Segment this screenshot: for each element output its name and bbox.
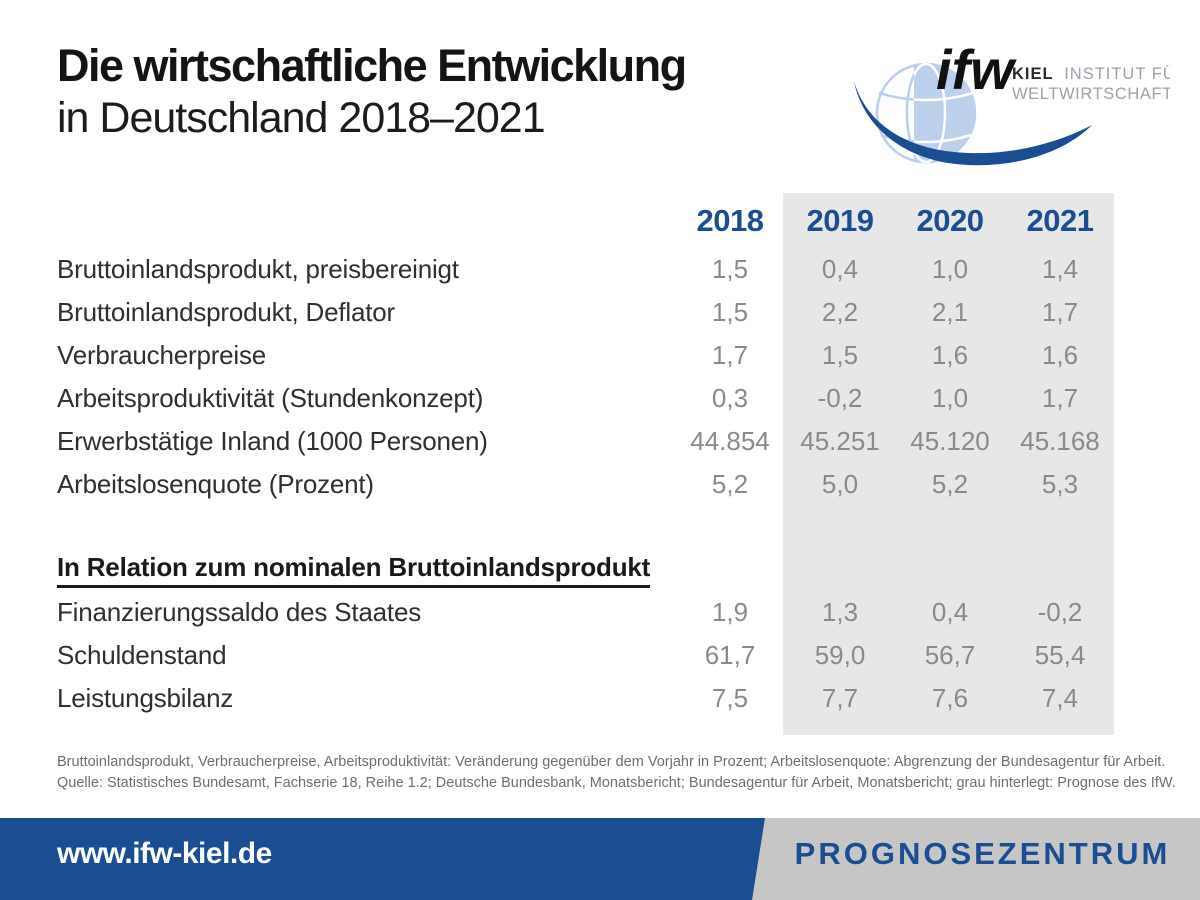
- column-header-2021: 2021: [1026, 202, 1094, 238]
- footer-bar: www.ifw-kiel.de PROGNOSEZENTRUM: [0, 818, 1200, 900]
- table-row: Verbraucherpreise 1,7 1,5 1,6 1,6: [0, 334, 1200, 377]
- cell-value: 1,0: [931, 254, 969, 284]
- cell-value: 1,6: [1041, 340, 1079, 370]
- cell-value: 55,4: [1034, 640, 1086, 670]
- column-header-2019: 2019: [806, 202, 874, 238]
- cell-value: 1,7: [1041, 383, 1079, 413]
- table-row: Schuldenstand 61,7 59,0 56,7 55,4: [0, 634, 1200, 677]
- cell-value: -0,2: [1037, 597, 1083, 627]
- ifw-kiel-logo: ifw KIEL INSTITUT FÜR WELTWIRTSCHAFT: [854, 38, 1170, 166]
- column-header-2020: 2020: [916, 202, 984, 238]
- section-header-row: In Relation zum nominalen Bruttoinlandsp…: [0, 548, 1200, 591]
- row-label: Leistungsbilanz: [57, 683, 234, 713]
- cell-value: 5,2: [931, 469, 969, 499]
- swoosh-icon: [854, 81, 1092, 166]
- cell-value: 7,7: [821, 683, 859, 713]
- forecast-highlight-band: [783, 193, 1114, 735]
- cell-value: 1,7: [1041, 297, 1079, 327]
- footer-gray-panel: [752, 818, 1200, 900]
- logo-wordmark: ifw: [936, 38, 1017, 101]
- cell-value: 7,5: [711, 683, 749, 713]
- cell-value: 2,2: [821, 297, 859, 327]
- table-header-row: 2018 2019 2020 2021: [0, 193, 1200, 248]
- row-label: Erwerbstätige Inland (1000 Personen): [57, 426, 488, 456]
- cell-value: 45.120: [910, 426, 990, 456]
- row-label: Verbraucherpreise: [57, 340, 267, 370]
- cell-value: 5,2: [711, 469, 749, 499]
- cell-value: 1,7: [711, 340, 749, 370]
- footnote-line2: Quelle: Statistisches Bundesamt, Fachser…: [57, 774, 1176, 791]
- cell-value: 45.168: [1020, 426, 1100, 456]
- cell-value: 1,5: [711, 254, 749, 284]
- cell-value: 1,0: [931, 383, 969, 413]
- table-row: Arbeitslosenquote (Prozent) 5,2 5,0 5,2 …: [0, 463, 1200, 506]
- cell-value: 1,5: [821, 340, 859, 370]
- footnotes: Bruttoinlandsprodukt, Verbraucherpreise,…: [57, 752, 1200, 793]
- data-table: 2018 2019 2020 2021 Bruttoinlandsprodukt…: [0, 193, 1200, 720]
- row-label: Arbeitsproduktivität (Stundenkonzept): [57, 383, 484, 413]
- cell-value: 44.854: [690, 426, 770, 456]
- row-label: Finanzierungssaldo des Staates: [57, 597, 422, 627]
- cell-value: 45.251: [800, 426, 880, 456]
- footer-unit-label: PROGNOSEZENTRUM: [794, 836, 1171, 871]
- cell-value: 0,4: [821, 254, 859, 284]
- row-label: Schuldenstand: [57, 640, 227, 670]
- footnote-line1: Bruttoinlandsprodukt, Verbraucherpreise,…: [57, 754, 1166, 770]
- logo-name-rest: INSTITUT FÜR: [1064, 65, 1170, 83]
- cell-value: 5,3: [1041, 469, 1079, 499]
- cell-value: 7,6: [931, 683, 969, 713]
- cell-value: 61,7: [704, 640, 756, 670]
- column-header-2018: 2018: [696, 202, 764, 238]
- cell-value: -0,2: [817, 383, 863, 413]
- cell-value: 1,9: [711, 597, 749, 627]
- section-gap: [0, 506, 1200, 548]
- row-label: Arbeitslosenquote (Prozent): [57, 469, 374, 499]
- table-row: Leistungsbilanz 7,5 7,7 7,6 7,4: [0, 677, 1200, 720]
- table-row: Arbeitsproduktivität (Stundenkonzept) 0,…: [0, 377, 1200, 420]
- table-row: Bruttoinlandsprodukt, preisbereinigt 1,5…: [0, 248, 1200, 291]
- table-row: Erwerbstätige Inland (1000 Personen) 44.…: [0, 420, 1200, 463]
- cell-value: 0,3: [711, 383, 749, 413]
- logo-name-line2: WELTWIRTSCHAFT: [1012, 85, 1170, 103]
- cell-value: 2,1: [931, 297, 969, 327]
- website-link[interactable]: www.ifw-kiel.de: [57, 837, 272, 870]
- cell-value: 7,4: [1041, 683, 1079, 713]
- row-label: Bruttoinlandsprodukt, preisbereinigt: [57, 254, 459, 284]
- cell-value: 1,5: [711, 297, 749, 327]
- cell-value: 56,7: [924, 640, 976, 670]
- cell-value: 5,0: [821, 469, 859, 499]
- globe-icon: [854, 62, 1092, 166]
- svg-text:KIEL INSTITUT FÜR: KIEL INSTITUT FÜR: [1012, 65, 1170, 83]
- cell-value: 1,4: [1041, 254, 1079, 284]
- cell-value: 1,6: [931, 340, 969, 370]
- cell-value: 59,0: [814, 640, 866, 670]
- page-title: Die wirtschaftliche Entwicklung in Deuts…: [57, 40, 687, 144]
- cell-value: 1,3: [821, 597, 859, 627]
- cell-value: 0,4: [931, 597, 969, 627]
- title-line2: in Deutschland 2018–2021: [57, 94, 546, 142]
- logo-name-bold: KIEL: [1012, 65, 1054, 83]
- table-row: Bruttoinlandsprodukt, Deflator 1,5 2,2 2…: [0, 291, 1200, 334]
- section-header: In Relation zum nominalen Bruttoinlandsp…: [57, 552, 650, 588]
- row-label: Bruttoinlandsprodukt, Deflator: [57, 297, 395, 327]
- table-row: Finanzierungssaldo des Staates 1,9 1,3 0…: [0, 591, 1200, 634]
- title-line1: Die wirtschaftliche Entwicklung: [57, 40, 687, 91]
